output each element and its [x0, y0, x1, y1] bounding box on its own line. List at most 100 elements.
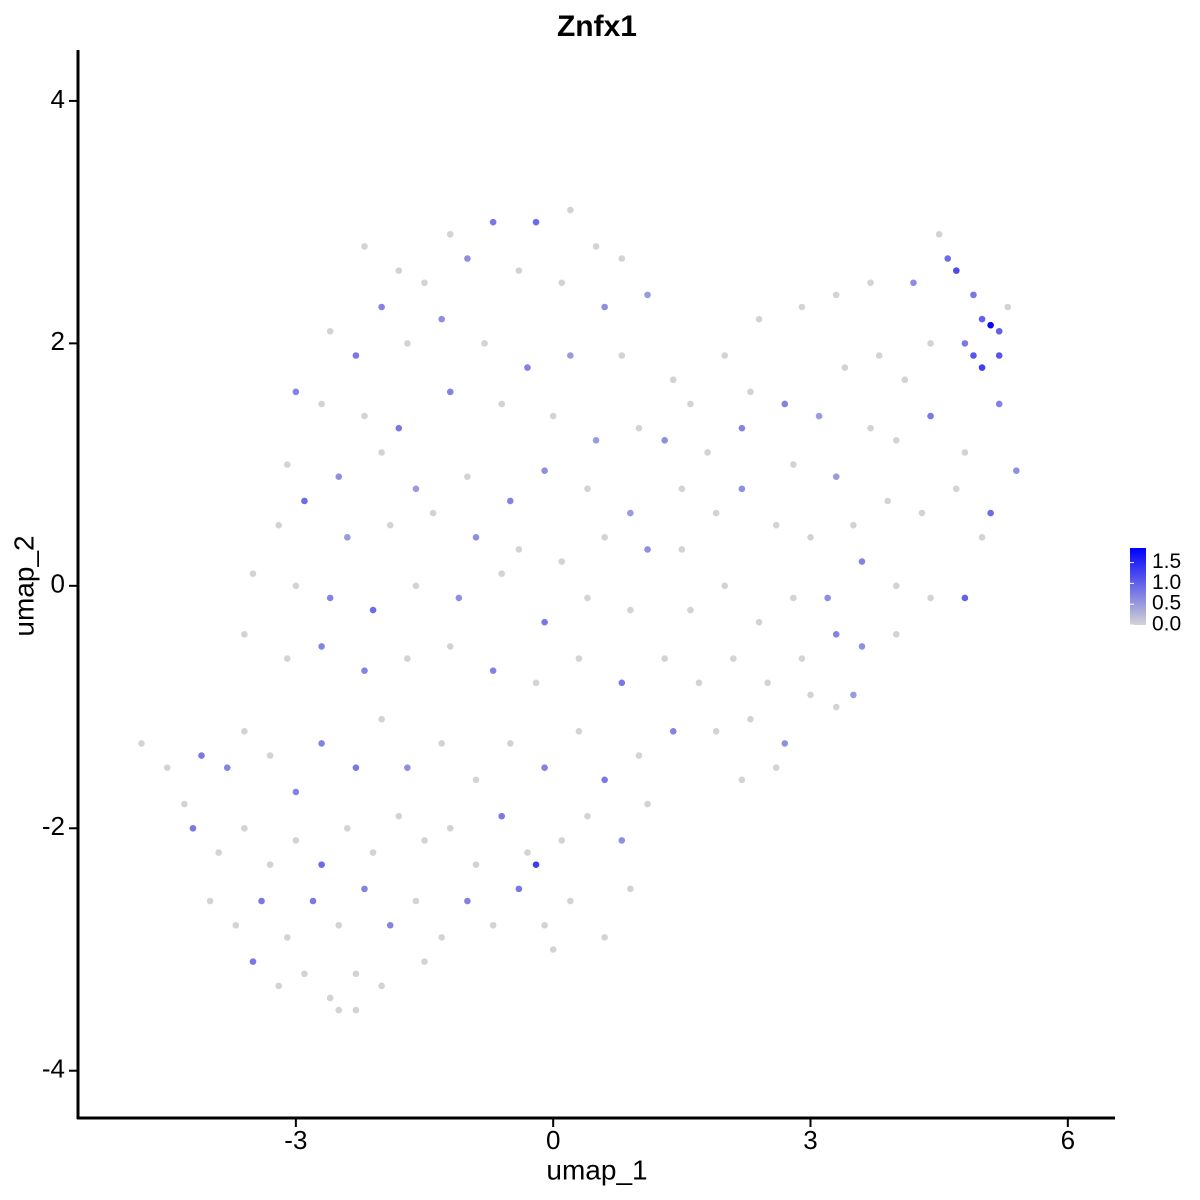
cell-point — [472, 861, 480, 868]
cell-point — [798, 655, 806, 662]
cell-point — [772, 521, 780, 529]
cell-point — [592, 243, 600, 250]
cell-point — [344, 824, 351, 832]
cell-point — [249, 958, 257, 965]
cell-point — [292, 837, 300, 844]
cell-point — [438, 740, 445, 747]
cell-point — [678, 546, 686, 553]
x-tick-label: 6 — [1061, 1125, 1075, 1155]
cell-point — [601, 934, 608, 941]
cell-point — [884, 497, 892, 505]
cell-point — [790, 594, 797, 602]
cell-point — [995, 327, 1003, 335]
cell-point — [301, 970, 308, 978]
cell-point — [489, 667, 497, 674]
cell-point — [669, 727, 677, 735]
y-tick-label: -2 — [42, 811, 65, 841]
cell-point — [335, 1006, 343, 1014]
cell-point — [361, 243, 368, 250]
cell-point — [807, 691, 814, 699]
cell-point — [935, 230, 943, 238]
cell-point — [404, 764, 411, 771]
cell-point — [978, 315, 986, 323]
cell-point — [995, 400, 1003, 408]
cell-point — [738, 485, 746, 493]
cell-point — [446, 643, 454, 650]
cell-point — [421, 958, 428, 965]
cell-point — [464, 473, 471, 481]
colorbar-tick-label: 0.0 — [1152, 613, 1181, 636]
cell-point — [446, 824, 454, 832]
cell-point — [446, 388, 454, 396]
cell-point — [541, 467, 548, 474]
cell-point — [344, 534, 351, 541]
colorbar-tick-label: 1.5 — [1152, 550, 1181, 573]
cell-point — [429, 509, 437, 517]
cell-point — [592, 437, 600, 444]
cell-point — [961, 594, 969, 602]
cell-point — [481, 340, 488, 347]
cell-point — [815, 412, 823, 420]
cell-point — [378, 303, 385, 311]
cell-point — [687, 400, 694, 408]
cell-point — [635, 752, 643, 759]
cell-point — [567, 897, 574, 905]
cell-point — [223, 764, 231, 771]
cell-point — [464, 255, 471, 262]
cell-point — [661, 655, 668, 662]
cell-point — [489, 921, 497, 929]
cell-point — [961, 449, 969, 456]
cell-point — [627, 885, 634, 893]
cell-point — [361, 412, 368, 420]
cell-point — [978, 364, 986, 371]
cell-point — [687, 606, 694, 614]
colorbar — [1130, 548, 1146, 625]
cell-point — [241, 631, 248, 638]
cell-point — [352, 352, 360, 359]
cell-point — [695, 679, 703, 687]
cell-point — [241, 824, 248, 832]
cell-point — [412, 485, 420, 493]
cell-point — [249, 570, 257, 577]
cell-point — [747, 715, 754, 723]
cell-point — [858, 558, 866, 565]
cell-point — [712, 727, 720, 735]
cell-point — [755, 315, 763, 323]
cell-point — [721, 582, 729, 590]
cell-point — [326, 327, 334, 335]
cell-point — [352, 970, 360, 978]
cell-point — [927, 594, 934, 602]
cell-point — [472, 776, 480, 784]
cell-point — [841, 364, 849, 371]
cell-point — [712, 509, 720, 517]
cell-point — [953, 485, 960, 493]
cell-point — [138, 740, 145, 747]
cell-point — [575, 727, 583, 735]
cell-point — [292, 388, 300, 396]
cell-point — [824, 594, 831, 602]
cell-point — [678, 485, 686, 493]
cell-point — [335, 473, 343, 481]
cell-point — [832, 473, 840, 481]
cell-point — [181, 800, 188, 808]
cell-point — [532, 861, 540, 868]
cell-point — [644, 291, 651, 299]
cell-point — [910, 279, 917, 287]
cell-point — [378, 982, 385, 990]
cell-point — [266, 752, 274, 759]
cell-point — [283, 655, 291, 662]
cell-point — [352, 764, 360, 771]
x-tick-label: -3 — [284, 1125, 307, 1155]
cell-point — [232, 921, 240, 929]
cell-point — [506, 740, 514, 747]
cell-point — [532, 218, 540, 226]
cell-point — [438, 315, 445, 323]
cell-point — [292, 788, 300, 796]
cell-point — [198, 752, 205, 759]
cell-point — [472, 534, 480, 541]
cell-point — [987, 321, 994, 329]
cell-point — [558, 558, 566, 565]
cell-point — [601, 303, 608, 311]
cell-point — [309, 897, 317, 905]
cell-point — [369, 849, 377, 856]
